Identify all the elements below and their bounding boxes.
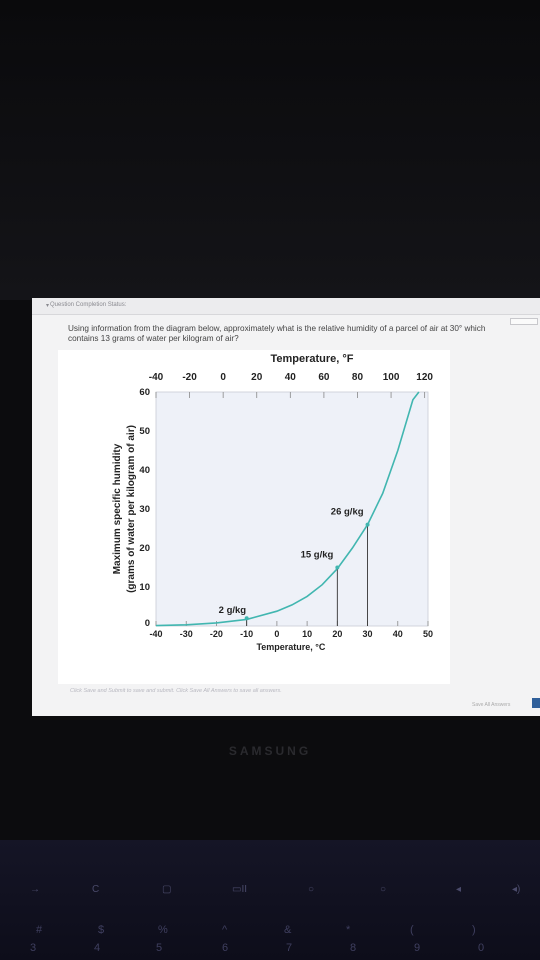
- annotation-marker: [244, 616, 249, 621]
- x-tick-label: 40: [393, 629, 403, 639]
- humidity-chart: Temperature, °F -40 -20 0 20 40 60 80 100 120 -40-…: [58, 350, 450, 684]
- y-axis-label-line1: Maximum specific humidity: [112, 443, 123, 574]
- top-axis-title: Temperature, °F: [270, 353, 353, 365]
- annotation-label: 15 g/kg: [301, 550, 334, 561]
- plot-area: [155, 391, 429, 627]
- key-9: 9: [414, 942, 421, 954]
- key-ampersand: &: [284, 924, 292, 936]
- key-4: 4: [94, 942, 101, 954]
- saturation-curve: [155, 391, 420, 627]
- collapse-icon[interactable]: ▾: [46, 303, 50, 309]
- y-axis-label-line2: (grams of water per kilogram of air): [126, 425, 137, 593]
- x-tick-label: 20: [332, 629, 342, 639]
- x-tick-label: -20: [210, 629, 223, 639]
- annotation-label: 26 g/kg: [331, 507, 364, 518]
- key-rparen: ): [472, 924, 476, 936]
- key-windows: ▭II: [232, 884, 248, 895]
- monitor-bezel: [0, 0, 540, 300]
- y-tick-label: 40: [139, 465, 150, 476]
- x-tick-label: -10: [240, 629, 253, 639]
- chart-svg: Temperature, °F-40 -20 0 20 40 60 80 100 120-40-…: [112, 353, 433, 652]
- y-tick-label: 60: [139, 387, 150, 398]
- y-tick-label: 50: [139, 426, 150, 437]
- top-tick-label: 0: [220, 372, 226, 383]
- x-tick-label: 10: [302, 629, 312, 639]
- key-3: 3: [30, 942, 37, 954]
- key-brightness-down: ○: [308, 884, 315, 895]
- annotation-marker: [335, 565, 340, 570]
- key-dollar: $: [98, 924, 105, 936]
- x-tick-label: 0: [274, 629, 279, 639]
- key-6: 6: [222, 942, 229, 954]
- question-status-bar[interactable]: ▾ Question Completion Status:: [32, 298, 540, 315]
- x-tick-label: 50: [423, 629, 433, 639]
- x-axis-label: Temperature, °C: [256, 642, 325, 652]
- top-tick-label: 120: [416, 372, 433, 383]
- key-lparen: (: [410, 924, 414, 936]
- key-brightness-up: ○: [380, 884, 387, 895]
- top-tick-label: 100: [383, 372, 400, 383]
- x-tick-label: 30: [363, 629, 373, 639]
- top-tick-label: -20: [182, 372, 197, 383]
- key-0: 0: [478, 942, 485, 954]
- x-tick-label: -40: [149, 629, 162, 639]
- key-fullscreen: ▢: [162, 884, 172, 895]
- save-instructions: Click Save and Submit to save and submit…: [70, 688, 282, 694]
- key-8: 8: [350, 942, 357, 954]
- top-tick-label: 80: [352, 372, 364, 383]
- submit-button[interactable]: [532, 698, 540, 708]
- keyboard: → C ▢ ▭II ○ ○ ◂ ◂) # $ % ^ & * ( ) 3 4 5…: [0, 840, 540, 960]
- key-refresh: C: [92, 884, 100, 895]
- question-text: Using information from the diagram below…: [68, 324, 486, 343]
- key-mute: ◂: [456, 884, 462, 895]
- save-all-answers-button[interactable]: Save All Answers: [472, 702, 511, 708]
- y-tick-label: 0: [145, 618, 150, 629]
- key-volume: ◂): [512, 884, 521, 895]
- y-tick-label: 10: [139, 582, 150, 593]
- top-tick-label: 40: [285, 372, 297, 383]
- y-tick-label: 30: [139, 504, 150, 515]
- top-tick-label: 20: [251, 372, 263, 383]
- y-tick-label: 20: [139, 543, 150, 554]
- key-percent: %: [158, 924, 168, 936]
- key-arrow: →: [30, 884, 40, 895]
- top-tick-label: -40: [149, 372, 164, 383]
- status-field: [510, 318, 538, 325]
- annotation-marker: [365, 522, 370, 527]
- key-caret: ^: [222, 924, 228, 936]
- key-asterisk: *: [346, 924, 351, 936]
- key-5: 5: [156, 942, 163, 954]
- annotation-label: 2 g/kg: [219, 605, 247, 616]
- question-completion-status: Question Completion Status:: [50, 302, 127, 308]
- key-hash: #: [36, 924, 43, 936]
- key-7: 7: [286, 942, 293, 954]
- top-tick-label: 60: [318, 372, 330, 383]
- brand-logo: SAMSUNG: [228, 744, 312, 758]
- browser-screen: ▾ Question Completion Status: Using info…: [32, 298, 540, 716]
- x-tick-label: -30: [180, 629, 193, 639]
